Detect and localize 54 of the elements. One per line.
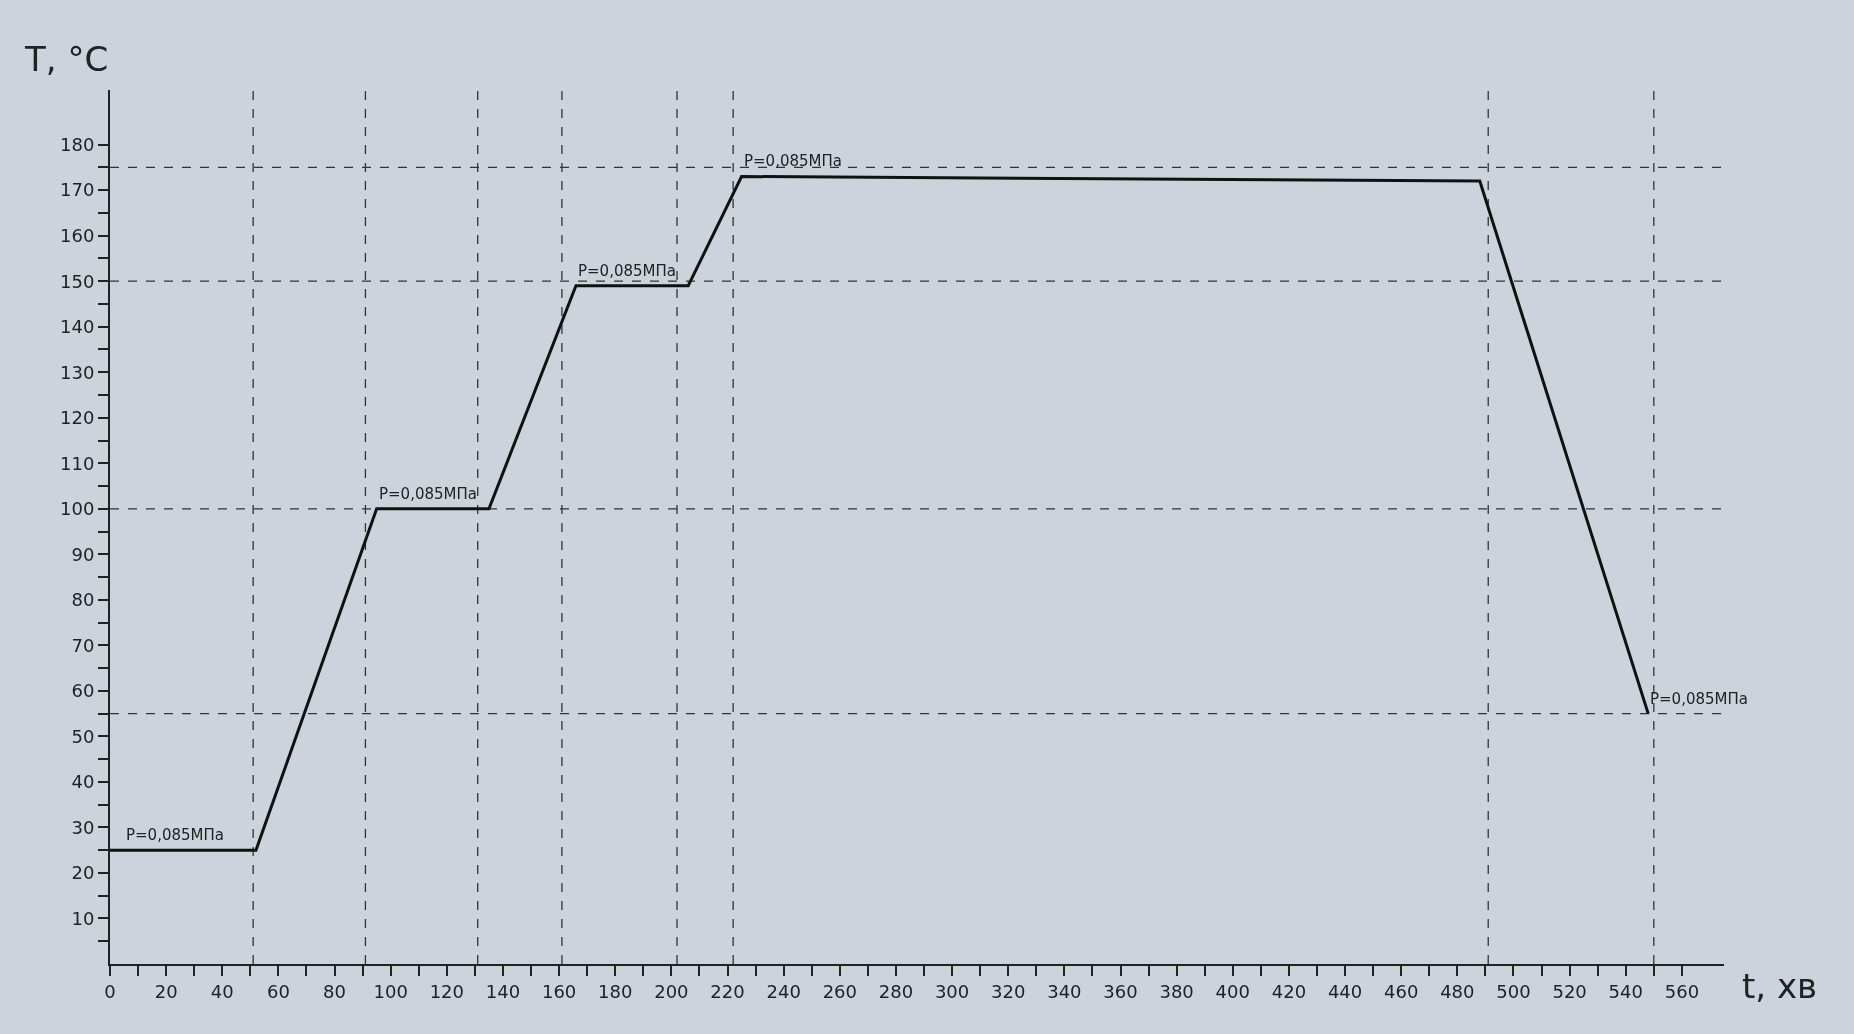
x-tick-label: 220 — [710, 980, 745, 1002]
x-tick-label: 460 — [1384, 980, 1419, 1002]
x-tick-label: 340 — [1047, 980, 1082, 1002]
x-tick-label: 320 — [991, 980, 1026, 1002]
x-axis-title: t, хв — [1742, 966, 1818, 1006]
y-tick-label: 90 — [71, 543, 95, 565]
x-tick-label: 40 — [210, 980, 234, 1002]
y-tick-label: 180 — [60, 133, 95, 155]
y-tick-label: 40 — [71, 771, 95, 793]
x-tick-label: 180 — [598, 980, 633, 1002]
x-tick-label: 300 — [934, 980, 970, 1002]
x-tick-label: 480 — [1440, 980, 1475, 1002]
annotation: P=0,085МПа — [578, 262, 676, 280]
x-tick-label: 80 — [323, 980, 347, 1002]
x-tick-label: 380 — [1159, 980, 1194, 1002]
y-axis-title: T, °C — [24, 39, 109, 79]
y-tick-label: 20 — [71, 862, 95, 884]
annotation: P=0,085МПа — [379, 485, 477, 503]
y-tick-label: 70 — [71, 634, 95, 656]
y-tick-label: 130 — [60, 361, 95, 383]
annotation: P=0,085МПа — [126, 826, 224, 844]
x-tick-label: 400 — [1215, 980, 1250, 1002]
y-tick-label: 150 — [60, 270, 95, 292]
annotation: P=0,085МПа — [1650, 690, 1748, 708]
x-tick-label: 360 — [1103, 980, 1138, 1002]
x-tick-label: 420 — [1271, 980, 1307, 1002]
y-tick-label: 60 — [71, 680, 95, 702]
y-tick-label: 110 — [60, 452, 95, 474]
y-tick-label: 160 — [60, 224, 95, 246]
x-tick-label: 20 — [154, 980, 178, 1002]
x-tick-label: 60 — [266, 980, 290, 1002]
x-tick-label: 120 — [429, 980, 465, 1002]
x-tick-label: 440 — [1327, 980, 1363, 1002]
x-tick-label: 260 — [822, 980, 857, 1002]
x-tick-label: 200 — [654, 980, 689, 1002]
x-tick-label: 540 — [1608, 980, 1643, 1002]
y-tick-label: 100 — [60, 498, 95, 520]
x-tick-label: 140 — [485, 980, 521, 1002]
y-tick-label: 170 — [60, 179, 95, 201]
y-tick-label: 80 — [71, 589, 95, 611]
x-tick-label: 560 — [1664, 980, 1700, 1002]
y-tick-label: 30 — [71, 816, 95, 838]
y-tick-label: 10 — [71, 907, 95, 929]
x-tick-label: 240 — [766, 980, 801, 1002]
annotation: P=0,085МПа — [744, 152, 842, 170]
x-tick-label: 520 — [1552, 980, 1587, 1002]
x-tick-label: 500 — [1496, 980, 1531, 1002]
x-tick-label: 280 — [878, 980, 914, 1002]
x-tick-label: 100 — [373, 980, 408, 1002]
y-tick-label: 50 — [71, 725, 95, 747]
y-tick-label: 140 — [60, 316, 95, 338]
y-tick-label: 120 — [60, 407, 95, 429]
x-tick-label: 0 — [104, 980, 116, 1002]
x-tick-label: 160 — [541, 980, 577, 1002]
